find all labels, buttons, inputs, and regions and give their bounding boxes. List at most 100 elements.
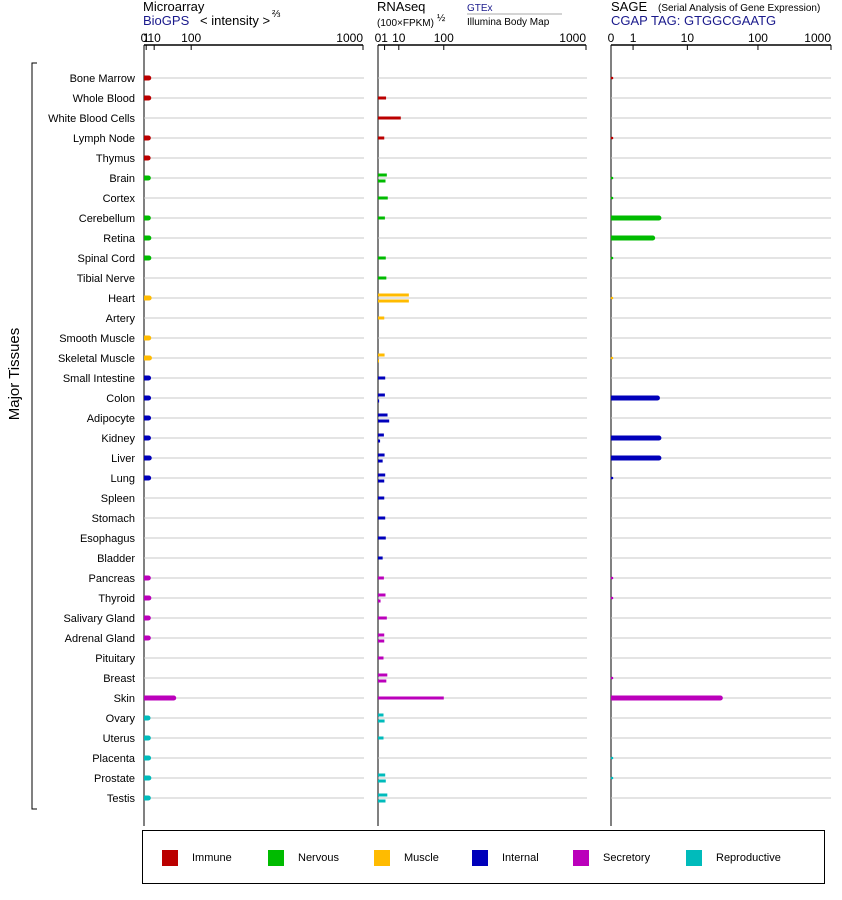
sage-bar-cap	[656, 215, 662, 221]
rnaseq-unit: (100×FPKM)	[377, 18, 434, 29]
legend-label-internal: Internal	[502, 852, 539, 864]
tissue-label: Uterus	[103, 733, 136, 745]
legend-label-reproductive: Reproductive	[716, 852, 781, 864]
rnaseq-tick-label: 0	[375, 31, 382, 45]
rnaseq-bar	[378, 639, 385, 643]
tissue-label: White Blood Cells	[48, 113, 135, 125]
sage-bar	[611, 235, 653, 241]
microarray-bar	[144, 455, 150, 461]
sage-bar-cap	[717, 695, 723, 701]
rnaseq-bar	[378, 773, 386, 777]
rnaseq-bar	[378, 196, 388, 200]
microarray-bar-cap	[146, 95, 152, 101]
sage-bar	[611, 435, 659, 441]
rnaseq-bar	[378, 96, 387, 100]
microarray-bar-cap	[145, 135, 151, 141]
microarray-bar-cap	[146, 415, 152, 421]
rnaseq-bar	[378, 376, 386, 380]
tissue-label: Cerebellum	[79, 213, 135, 225]
tissue-label: Small Intestine	[63, 373, 135, 385]
tissue-label: Stomach	[92, 513, 135, 525]
microarray-bar-cap	[146, 475, 152, 481]
rnaseq-tick-label: 1000	[559, 31, 586, 45]
sage-tick-label: 100	[748, 31, 768, 45]
sage-bar-cap	[656, 435, 662, 441]
microarray-source: BioGPS	[143, 13, 190, 28]
microarray-bar-cap	[145, 795, 151, 801]
tissue-bracket	[31, 62, 37, 810]
tissue-label: Thymus	[96, 153, 136, 165]
rnaseq-bar	[378, 276, 387, 280]
sage-bar	[610, 196, 614, 200]
microarray-bar	[144, 355, 150, 361]
microarray-tick-label: 10	[147, 31, 161, 45]
rnaseq-bar	[378, 779, 386, 783]
rnaseq-bar	[378, 116, 401, 120]
legend-item-muscle: Muscle	[374, 850, 439, 866]
rnaseq-bar	[378, 576, 384, 580]
rnaseq-bar	[378, 433, 384, 437]
rnaseq-bar	[378, 616, 387, 620]
tissue-label: Bone Marrow	[70, 73, 135, 85]
sage-bar	[610, 756, 614, 760]
tissue-label: Pancreas	[89, 573, 136, 585]
rnaseq-bar	[378, 793, 388, 797]
rnaseq-bar	[378, 393, 385, 397]
sage-bar	[610, 676, 614, 680]
rnaseq-bar	[378, 316, 385, 320]
microarray-bar-cap	[145, 435, 151, 441]
tissue-label: Smooth Muscle	[59, 333, 135, 345]
tissue-label: Brain	[109, 173, 135, 185]
sage-bar	[610, 176, 614, 180]
rnaseq-bar	[378, 599, 381, 603]
legend: Immune Nervous Muscle Internal Secretory…	[142, 830, 825, 884]
legend-item-secretory: Secretory	[573, 850, 650, 866]
sage-bar-cap	[656, 455, 662, 461]
sage-title: SAGE	[611, 0, 647, 14]
sage-bar	[611, 395, 658, 401]
microarray-title: Microarray	[143, 0, 205, 14]
microarray-tick-label: 100	[181, 31, 201, 45]
rnaseq-bar	[378, 216, 385, 220]
tissue-label: Spleen	[101, 493, 135, 505]
microarray-bar-cap	[146, 75, 152, 81]
microarray-bar-cap	[145, 155, 151, 161]
legend-label-immune: Immune	[192, 852, 232, 864]
microarray-bar	[144, 295, 150, 301]
rnaseq-bar	[378, 516, 386, 520]
microarray-bar-cap	[145, 575, 151, 581]
tissue-label: Testis	[107, 793, 136, 805]
legend-label-secretory: Secretory	[603, 852, 651, 864]
rnaseq-bar	[378, 719, 385, 723]
legend-label-nervous: Nervous	[298, 852, 339, 864]
rnaseq-bar	[378, 459, 383, 463]
microarray-tick-label: 0	[141, 31, 148, 45]
sage-bar	[611, 215, 659, 221]
y-axis-label: Major Tissues	[6, 328, 23, 421]
rnaseq-tick-label: 100	[434, 31, 454, 45]
tissue-label: Colon	[106, 393, 135, 405]
rnaseq-bar	[378, 399, 380, 403]
rnaseq-bar	[378, 413, 388, 417]
sage-bar	[611, 695, 721, 701]
tissue-label: Skeletal Muscle	[58, 353, 135, 365]
microarray-unit: < intensity >	[200, 13, 270, 28]
legend-item-internal: Internal	[472, 850, 539, 866]
microarray-tick-label: 1000	[336, 31, 363, 45]
rnaseq-bar	[378, 179, 386, 183]
rnaseq-bar	[378, 496, 385, 500]
rnaseq-bar	[378, 656, 384, 660]
microarray-unit-power: ⅔	[272, 9, 281, 20]
legend-item-immune: Immune	[162, 850, 232, 866]
tissue-label: Kidney	[101, 433, 135, 445]
rnaseq-bar	[378, 353, 385, 357]
sage-bar	[610, 256, 614, 260]
rnaseq-bar	[378, 633, 385, 637]
sage-bar	[610, 596, 614, 600]
rnaseq-bar	[378, 736, 384, 740]
sage-tick-label: 1000	[804, 31, 831, 45]
tissue-label: Lymph Node	[73, 133, 135, 145]
sage-bar	[611, 455, 659, 461]
legend-swatch-secretory	[573, 850, 589, 866]
